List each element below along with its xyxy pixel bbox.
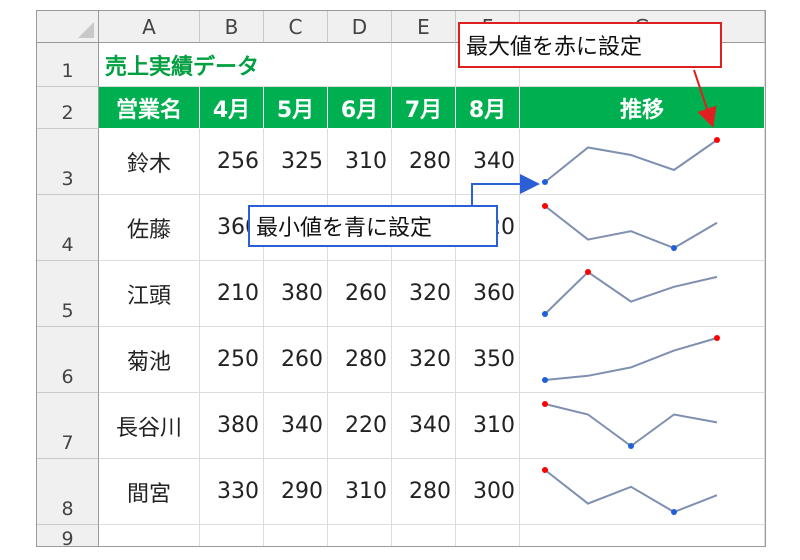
row-header-1[interactable]: 1 (37, 43, 99, 87)
empty-cell[interactable] (392, 525, 456, 546)
min-callout-arrow-icon (471, 174, 540, 205)
max-value-callout: 最大値を赤に設定 (458, 22, 722, 68)
header-cell-trend[interactable]: 推移 (520, 87, 765, 129)
sales-value-cell[interactable]: 280 (328, 327, 392, 393)
sales-value-cell[interactable]: 325 (264, 129, 328, 195)
sales-value-cell[interactable]: 340 (456, 129, 520, 195)
sparkline-line (544, 139, 718, 183)
sales-value-cell[interactable]: 300 (456, 459, 520, 525)
empty-cell[interactable] (520, 43, 765, 87)
sales-name-cell[interactable]: 佐藤 (99, 195, 200, 261)
select-all-triangle-icon (78, 22, 94, 38)
empty-cell[interactable] (328, 525, 392, 546)
row-header-4[interactable]: 4 (37, 195, 99, 261)
sales-value-cell[interactable]: 260 (264, 327, 328, 393)
empty-cell[interactable] (520, 525, 765, 546)
column-header-a[interactable]: A (99, 11, 200, 43)
sales-value-cell[interactable]: 340 (264, 393, 328, 459)
header-cell-may[interactable]: 5月 (264, 87, 328, 129)
sparkline-cell[interactable] (520, 393, 765, 459)
sparkline-cell[interactable] (520, 195, 765, 261)
sparkline-max-marker (542, 401, 548, 407)
row-header-3[interactable]: 3 (37, 129, 99, 195)
sales-value-cell[interactable]: 380 (264, 261, 328, 327)
header-cell-apr[interactable]: 4月 (200, 87, 264, 129)
sparkline-max-marker (542, 203, 548, 209)
sparkline-cell[interactable] (520, 129, 765, 195)
header-cell-jun[interactable]: 6月 (328, 87, 392, 129)
sparkline-line (544, 337, 718, 381)
sparkline-line (544, 205, 718, 250)
sales-value-cell[interactable]: 280 (392, 129, 456, 195)
sparkline-line (544, 270, 718, 315)
sales-name-cell[interactable]: 江頭 (99, 261, 200, 327)
empty-cell[interactable] (392, 43, 456, 87)
sparkline-line (544, 469, 718, 514)
sparkline-min-marker (671, 245, 677, 251)
row-header-7[interactable]: 7 (37, 393, 99, 459)
row-header-9[interactable]: 9 (37, 525, 99, 546)
select-all-corner[interactable] (37, 11, 99, 43)
sales-value-cell[interactable]: 250 (200, 327, 264, 393)
row-header-5[interactable]: 5 (37, 261, 99, 327)
sales-value-cell[interactable]: 340 (392, 393, 456, 459)
sales-value-cell[interactable]: 360 (456, 261, 520, 327)
sales-value-cell[interactable]: 290 (264, 459, 328, 525)
header-cell-aug[interactable]: 8月 (456, 87, 520, 129)
sheet-title-cell[interactable]: 売上実績データ (99, 43, 328, 87)
empty-cell[interactable] (328, 43, 392, 87)
sales-value-cell[interactable]: 220 (328, 393, 392, 459)
sparkline-min-marker (671, 509, 677, 515)
sparkline-cell[interactable] (520, 459, 765, 525)
sales-value-cell[interactable]: 210 (200, 261, 264, 327)
sales-value-cell[interactable]: 260 (328, 261, 392, 327)
row-header-2[interactable]: 2 (37, 87, 99, 129)
empty-cell[interactable] (264, 525, 328, 546)
sales-value-cell[interactable]: 350 (456, 327, 520, 393)
sparkline-max-marker (585, 269, 591, 275)
sparkline-min-marker (542, 311, 548, 317)
row-header-8[interactable]: 8 (37, 459, 99, 525)
sales-value-cell[interactable]: 320 (392, 327, 456, 393)
max-callout-arrow-icon (693, 69, 717, 128)
sales-value-cell[interactable]: 380 (200, 393, 264, 459)
column-header-d[interactable]: D (328, 11, 392, 43)
sparkline-min-marker (542, 179, 548, 185)
sales-value-cell[interactable]: 310 (328, 459, 392, 525)
sales-value-cell[interactable]: 320 (392, 261, 456, 327)
empty-cell[interactable] (456, 525, 520, 546)
sparkline-max-marker (714, 335, 720, 341)
header-cell-jul[interactable]: 7月 (392, 87, 456, 129)
column-header-c[interactable]: C (264, 11, 328, 43)
sales-value-cell[interactable]: 256 (200, 129, 264, 195)
sales-value-cell[interactable]: 310 (328, 129, 392, 195)
sparkline-cell[interactable] (520, 327, 765, 393)
empty-cell[interactable] (99, 525, 200, 546)
sparkline-min-marker (628, 443, 634, 449)
empty-cell[interactable] (200, 525, 264, 546)
sales-name-cell[interactable]: 鈴木 (99, 129, 200, 195)
sparkline-min-marker (542, 377, 548, 383)
sales-name-cell[interactable]: 間宮 (99, 459, 200, 525)
sales-name-cell[interactable]: 長谷川 (99, 393, 200, 459)
sparkline-cell[interactable] (520, 261, 765, 327)
column-header-b[interactable]: B (200, 11, 264, 43)
sales-value-cell[interactable]: 330 (200, 459, 264, 525)
sparkline-line (544, 403, 718, 448)
sales-value-cell[interactable]: 310 (456, 393, 520, 459)
column-header-e[interactable]: E (392, 11, 456, 43)
sales-name-cell[interactable]: 菊池 (99, 327, 200, 393)
sales-value-cell[interactable]: 280 (392, 459, 456, 525)
row-header-6[interactable]: 6 (37, 327, 99, 393)
sparkline-max-marker (542, 467, 548, 473)
header-cell-name[interactable]: 営業名 (99, 87, 200, 129)
min-value-callout: 最小値を青に設定 (248, 205, 498, 247)
sparkline-max-marker (714, 137, 720, 143)
